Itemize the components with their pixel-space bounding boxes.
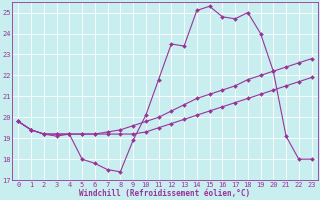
X-axis label: Windchill (Refroidissement éolien,°C): Windchill (Refroidissement éolien,°C): [79, 189, 251, 198]
